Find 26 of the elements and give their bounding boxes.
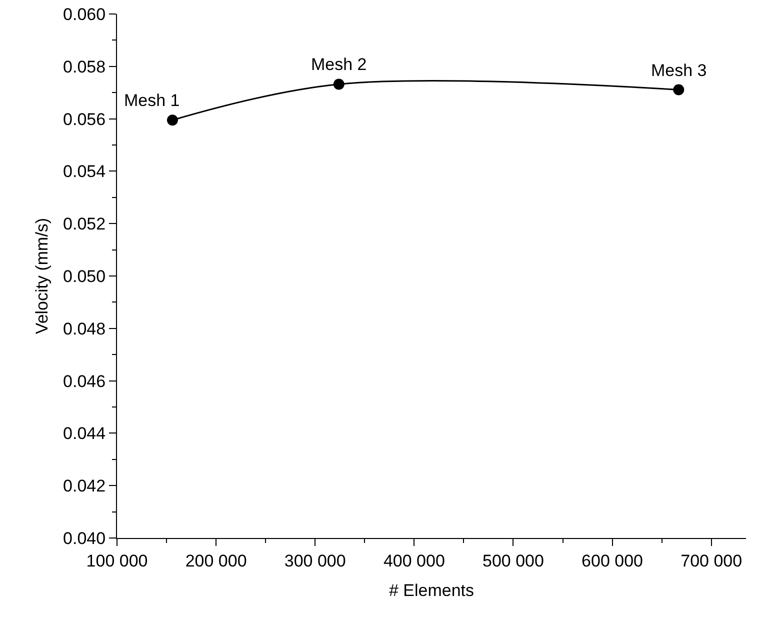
y-tick-label: 0.048 xyxy=(63,319,106,338)
y-tick-label: 0.060 xyxy=(63,4,106,24)
y-tick-label: 0.042 xyxy=(63,476,106,496)
y-tick-label: 0.058 xyxy=(63,57,106,76)
y-tick-label: 0.054 xyxy=(63,162,106,182)
x-axis-title: # Elements xyxy=(388,580,474,600)
x-tick-label: 200 000 xyxy=(185,551,247,570)
y-tick-label: 0.040 xyxy=(63,528,106,548)
x-tick-label: 500 000 xyxy=(482,551,544,570)
x-tick-label: 100 000 xyxy=(86,551,148,570)
x-tick-label: 700 000 xyxy=(680,551,742,570)
point xyxy=(673,84,684,96)
y-tick-label: 0.044 xyxy=(63,424,106,444)
x-tick-label: 300 000 xyxy=(284,551,346,570)
y-tick-label: 0.046 xyxy=(63,372,106,391)
annotation: Mesh 3 xyxy=(651,61,707,80)
point xyxy=(166,114,178,126)
y-axis-title: Velocity (mm/s) xyxy=(32,218,52,334)
x-tick-label: 600 000 xyxy=(582,551,644,570)
annotation: Mesh 2 xyxy=(311,55,367,74)
point xyxy=(333,78,344,90)
y-tick-label: 0.050 xyxy=(63,266,106,286)
y-tick-label: 0.056 xyxy=(63,110,106,129)
x-tick-label: 400 000 xyxy=(383,551,445,570)
y-tick-label: 0.052 xyxy=(63,214,106,234)
annotation: Mesh 1 xyxy=(124,91,180,110)
